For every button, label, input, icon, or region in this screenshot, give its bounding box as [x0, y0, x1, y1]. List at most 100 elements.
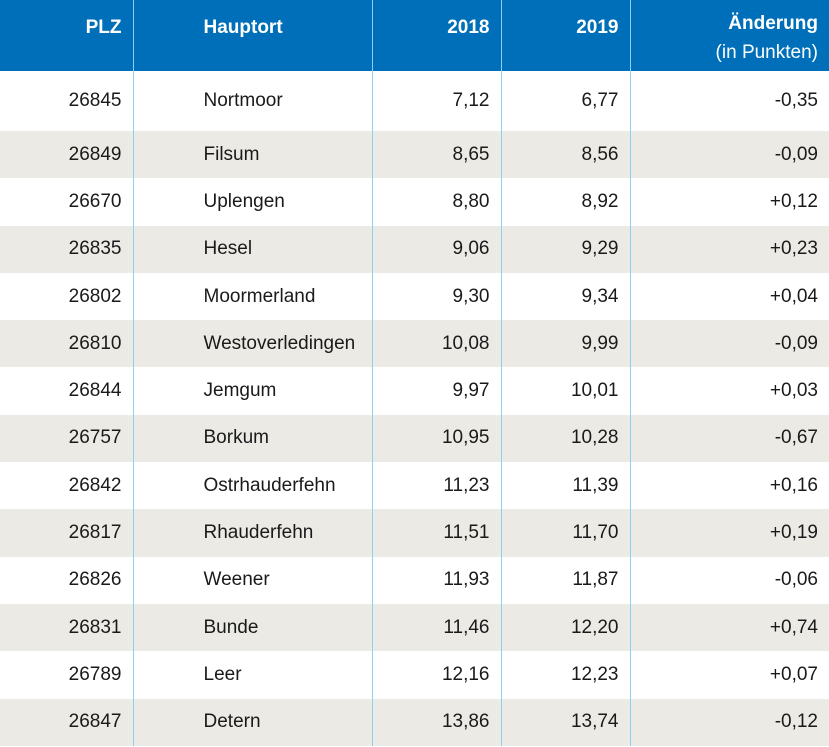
cell-2018: 11,93	[371, 556, 501, 604]
cell-2018: 13,86	[371, 698, 501, 746]
table-body: 26845 Nortmoor 7,12 6,77 -0,35 26849 Filsum 8,6…	[0, 71, 829, 746]
cell-hauptort: Ostrhauderfehn	[132, 462, 372, 510]
cell-hauptort: Leer	[132, 651, 372, 699]
cell-2019: 9,34	[500, 272, 630, 321]
table-row: 26845 Nortmoor 7,12 6,77 -0,35	[0, 71, 829, 131]
cell-hauptort: Filsum	[132, 131, 372, 179]
cell-plz: 26831	[68, 616, 122, 638]
cell-2019: 6,77	[500, 71, 630, 131]
cell-change: +0,03	[629, 367, 829, 415]
cell-change: +0,23	[629, 225, 829, 273]
cell-change: +0,12	[629, 178, 829, 226]
cell-2018: 10,95	[371, 414, 501, 463]
cell-2019: 11,87	[500, 556, 630, 604]
cell-change: -0,12	[629, 698, 829, 746]
table-row: 26842 Ostrhauderfehn 11,23 11,39 +0,16	[0, 462, 829, 510]
cell-plz: 26842	[68, 474, 122, 496]
cell-plz: 26817	[68, 522, 122, 544]
cell-2018: 7,12	[371, 71, 501, 131]
cell-change: -0,09	[629, 320, 829, 368]
cell-hauptort: Nortmoor	[132, 71, 372, 131]
cell-plz: 26844	[68, 380, 122, 402]
cell-plz: 26826	[68, 569, 122, 591]
table-row: 26826 Weener 11,93 11,87 -0,06	[0, 556, 829, 604]
cell-plz: 26670	[68, 190, 122, 212]
cell-hauptort: Bunde	[132, 603, 372, 652]
cell-2018: 9,30	[371, 272, 501, 321]
cell-hauptort: Rhauderfehn	[132, 509, 372, 557]
table-row: 26789 Leer 12,16 12,23 +0,07	[0, 651, 829, 699]
header-2019-label: 2019	[576, 17, 619, 38]
table-row: 26757 Borkum 10,95 10,28 -0,67	[0, 414, 829, 463]
cell-2019: 11,70	[500, 509, 630, 557]
header-change-line2: (in Punkten)	[715, 42, 818, 63]
cell-2018: 12,16	[371, 651, 501, 699]
cell-2018: 8,65	[371, 131, 501, 179]
header-2019: 2019	[500, 0, 630, 71]
cell-hauptort: Moormerland	[132, 272, 372, 321]
cell-hauptort: Hesel	[132, 225, 372, 273]
cell-plz: 26757	[68, 427, 122, 449]
cell-2019: 11,39	[500, 462, 630, 510]
cell-2018: 11,46	[371, 603, 501, 652]
cell-hauptort: Detern	[132, 698, 372, 746]
table-row: 26835 Hesel 9,06 9,29 +0,23	[0, 225, 829, 273]
header-plz: PLZ	[0, 0, 133, 71]
header-change-line1: Änderung	[728, 13, 818, 34]
cell-plz: 26845	[68, 90, 122, 111]
header-change-label: Änderung (in Punkten)	[631, 0, 818, 67]
table-row: 26844 Jemgum 9,97 10,01 +0,03	[0, 367, 829, 415]
table-row: 26849 Filsum 8,65 8,56 -0,09	[0, 131, 829, 179]
table-header: PLZ Hauptort 2018 2019 Änderung (in Punk…	[0, 0, 829, 71]
header-change: Änderung (in Punkten)	[629, 0, 829, 71]
cell-2019: 12,23	[500, 651, 630, 699]
header-hauptort-label: Hauptort	[203, 17, 283, 38]
header-2018-label: 2018	[447, 17, 490, 38]
cell-2019: 12,20	[500, 603, 630, 652]
cell-plz: 26789	[68, 663, 122, 685]
cell-2018: 9,97	[371, 367, 501, 415]
table-row: 26810 Westoverledingen 10,08 9,99 -0,09	[0, 320, 829, 368]
table-row: 26847 Detern 13,86 13,74 -0,12	[0, 698, 829, 746]
cell-change: -0,35	[629, 71, 829, 131]
header-plz-label: PLZ	[85, 17, 122, 38]
table-row: 26670 Uplengen 8,80 8,92 +0,12	[0, 178, 829, 226]
header-2018: 2018	[371, 0, 501, 71]
header-row: PLZ Hauptort 2018 2019 Änderung (in Punk…	[0, 0, 829, 71]
table-row: 26802 Moormerland 9,30 9,34 +0,04	[0, 272, 829, 321]
cell-change: +0,07	[629, 651, 829, 699]
cell-2019: 9,29	[500, 225, 630, 273]
cell-plz: 26835	[68, 238, 122, 260]
cell-2019: 13,74	[500, 698, 630, 746]
cell-change: +0,19	[629, 509, 829, 557]
header-hauptort: Hauptort	[132, 0, 372, 71]
cell-2018: 9,06	[371, 225, 501, 273]
cell-hauptort: Borkum	[132, 414, 372, 463]
table-row: 26817 Rhauderfehn 11,51 11,70 +0,19	[0, 509, 829, 557]
table-row: 26831 Bunde 11,46 12,20 +0,74	[0, 603, 829, 652]
cell-change: -0,09	[629, 131, 829, 179]
cell-change: +0,16	[629, 462, 829, 510]
cell-2019: 10,01	[500, 367, 630, 415]
cell-plz: 26802	[68, 285, 122, 307]
cell-change: +0,74	[629, 603, 829, 652]
cell-hauptort: Weener	[132, 556, 372, 604]
cell-2018: 11,51	[371, 509, 501, 557]
cell-hauptort: Jemgum	[132, 367, 372, 415]
cell-hauptort: Uplengen	[132, 178, 372, 226]
cell-plz: 26849	[68, 143, 122, 165]
cell-change: +0,04	[629, 272, 829, 321]
cell-2019: 8,92	[500, 178, 630, 226]
cell-plz: 26810	[68, 332, 122, 354]
cell-2018: 11,23	[371, 462, 501, 510]
cell-plz: 26847	[68, 711, 122, 733]
cell-2019: 9,99	[500, 320, 630, 368]
cell-2018: 8,80	[371, 178, 501, 226]
cell-2019: 8,56	[500, 131, 630, 179]
cell-2018: 10,08	[371, 320, 501, 368]
cell-change: -0,67	[629, 414, 829, 463]
cell-2019: 10,28	[500, 414, 630, 463]
cell-hauptort: Westoverledingen	[132, 320, 372, 368]
cell-change: -0,06	[629, 556, 829, 604]
